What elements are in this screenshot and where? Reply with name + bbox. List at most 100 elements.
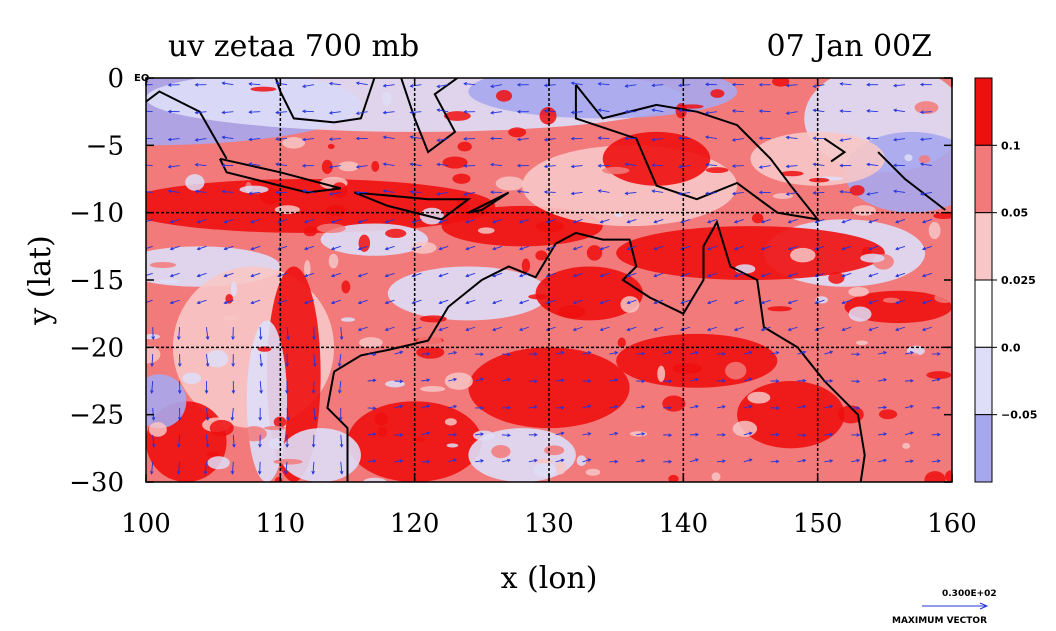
wind-vector-head (337, 363, 342, 367)
wind-vector-head (328, 165, 333, 169)
wind-vector-head (223, 273, 228, 278)
wind-vector-head (570, 136, 575, 141)
wind-vector-head (597, 108, 602, 112)
wind-vector-head (480, 432, 485, 437)
field-speck (496, 90, 513, 102)
wind-vector-head (748, 431, 753, 436)
wind-vector-head (839, 190, 844, 194)
wind-vector-head (812, 108, 817, 113)
wind-vector (904, 405, 914, 409)
wind-vector (842, 272, 852, 277)
x-axis-label: x (lon) (501, 561, 598, 596)
wind-vector (383, 111, 395, 114)
wind-vector-head (167, 189, 172, 194)
wind-vector-head (453, 377, 458, 382)
wind-vector-head (802, 433, 807, 438)
wind-vector (734, 245, 744, 250)
wind-vector-head (409, 162, 414, 167)
wind-vector-head (409, 84, 414, 88)
wind-vector-head (516, 82, 521, 87)
wind-vector-head (812, 136, 817, 141)
wind-vector-head (614, 404, 619, 409)
wind-vector (761, 299, 771, 304)
wind-vector-head (286, 336, 290, 341)
wind-vector (546, 326, 556, 331)
wind-vector-head (841, 327, 846, 332)
wind-vector-head (624, 109, 629, 114)
y-axis-label: y (lat) (23, 235, 58, 325)
wind-vector-head (196, 219, 201, 224)
wind-vector-head (626, 327, 631, 332)
wind-vector-head (587, 432, 592, 436)
wind-vector (170, 245, 180, 250)
wind-vector (448, 378, 457, 382)
wind-vector-head (194, 82, 199, 87)
wind-vector-head (339, 336, 344, 341)
wind-vector-head (426, 431, 431, 436)
wind-vector (475, 460, 484, 463)
wind-vector (786, 136, 798, 140)
wind-vector (555, 459, 564, 463)
wind-vector (734, 299, 744, 304)
wind-vector-head (909, 404, 914, 409)
field-speck (882, 297, 900, 303)
wind-vector (788, 218, 798, 223)
field-speck (358, 234, 371, 252)
wind-vector (385, 326, 395, 331)
wind-vector (302, 190, 314, 193)
wind-vector (609, 352, 618, 355)
wind-vector (625, 163, 637, 166)
coastline (467, 191, 510, 214)
wind-vector-head (399, 350, 404, 355)
coastline (146, 90, 228, 160)
wind-vector-head (543, 164, 548, 169)
wind-vector (465, 218, 476, 223)
wind-vector (761, 326, 771, 331)
wind-vector (867, 192, 879, 195)
wind-vector-head (802, 350, 807, 355)
wind-vector-head (731, 191, 736, 196)
wind-vector (206, 354, 209, 367)
wind-vector (679, 84, 691, 87)
wind-vector-head (533, 379, 538, 384)
wind-vector-head (731, 82, 736, 87)
wind-vector (304, 245, 315, 250)
field-speck (452, 173, 471, 184)
wind-vector-head (785, 83, 790, 88)
wind-vector (385, 299, 395, 304)
wind-vector (251, 299, 261, 304)
wind-vector (544, 138, 556, 141)
wind-vector-head (328, 137, 333, 141)
wind-vector (600, 218, 610, 223)
coastline (353, 191, 472, 221)
field-speck (457, 141, 472, 152)
wind-vector (178, 461, 181, 474)
wind-vector-head (384, 273, 389, 278)
wind-vector-head (680, 273, 685, 278)
field-speck (711, 472, 721, 481)
wind-vector-head (507, 352, 511, 357)
wind-vector-head (560, 351, 565, 355)
wind-vector-head (812, 162, 817, 167)
wind-vector-head (151, 443, 156, 448)
wind-vector-head (409, 190, 414, 194)
wind-vector-head (372, 432, 377, 436)
wind-vector-head (355, 164, 360, 169)
wind-vector (204, 461, 207, 474)
wind-vector-head (357, 300, 362, 305)
wind-vector-head (722, 433, 726, 437)
wind-vector-head (921, 327, 926, 332)
wind-vector-head (570, 164, 575, 169)
wind-vector-head (597, 163, 602, 168)
wind-vector-head (382, 162, 387, 167)
wind-vector-head (883, 458, 888, 463)
wind-vector (824, 405, 833, 409)
wind-vector-head (624, 191, 629, 196)
wind-vector-head (259, 363, 264, 367)
wind-vector-head (812, 84, 817, 88)
wind-vector (259, 327, 262, 340)
wind-vector-head (223, 219, 228, 224)
wind-vector-head (760, 300, 765, 305)
wind-vector (707, 272, 718, 277)
wind-vector (573, 245, 583, 250)
